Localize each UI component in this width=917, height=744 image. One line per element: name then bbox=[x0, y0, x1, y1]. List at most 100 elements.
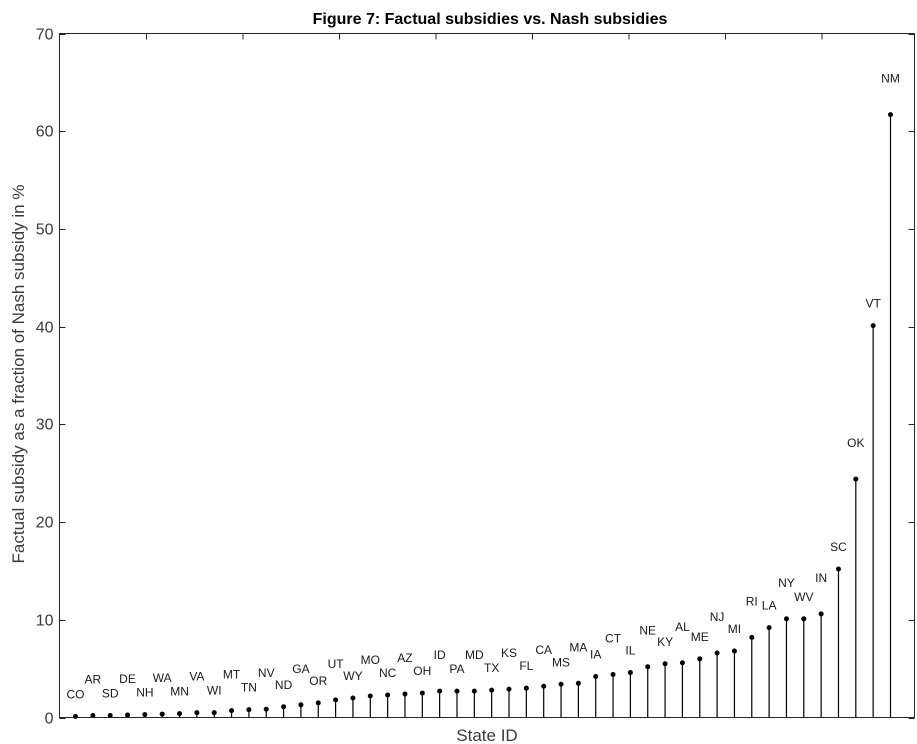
stem-marker bbox=[645, 664, 651, 670]
stem-marker bbox=[506, 686, 512, 692]
y-tick-label: 10 bbox=[36, 613, 54, 630]
state-label: CA bbox=[535, 643, 552, 657]
state-label: IA bbox=[590, 647, 601, 661]
plot-area: 010203040506070COARSDDENHWAMNVAWIMTTNNVN… bbox=[36, 27, 915, 728]
state-label: SD bbox=[102, 687, 119, 701]
state-label: OK bbox=[847, 436, 864, 450]
state-label: NH bbox=[136, 686, 153, 700]
state-label: MS bbox=[552, 655, 570, 669]
stem-marker bbox=[107, 713, 113, 719]
stem-marker bbox=[350, 695, 356, 701]
stem-marker bbox=[558, 681, 564, 687]
state-label: ME bbox=[691, 630, 709, 644]
stem-marker bbox=[835, 566, 841, 572]
state-label: AR bbox=[85, 673, 102, 687]
state-label: MN bbox=[170, 685, 189, 699]
state-label: RI bbox=[746, 594, 758, 608]
state-label: DE bbox=[119, 672, 136, 686]
state-label: WV bbox=[794, 590, 813, 604]
state-label: ID bbox=[434, 648, 446, 662]
y-tick-label: 50 bbox=[36, 222, 54, 239]
stem-marker bbox=[402, 691, 408, 697]
stem-marker bbox=[159, 711, 165, 717]
state-label: NE bbox=[639, 624, 656, 638]
state-label: NV bbox=[258, 666, 275, 680]
stem-marker bbox=[853, 476, 859, 482]
state-label: NY bbox=[778, 576, 795, 590]
x-axis-label: State ID bbox=[456, 726, 517, 744]
state-label: WY bbox=[343, 669, 362, 683]
state-label: IL bbox=[625, 644, 635, 658]
stem-marker bbox=[870, 323, 876, 329]
state-label: MT bbox=[223, 668, 241, 682]
state-label: TX bbox=[484, 661, 499, 675]
stem-marker bbox=[523, 685, 529, 691]
stem-marker bbox=[888, 112, 893, 118]
stem-marker bbox=[766, 625, 772, 631]
stem-marker bbox=[749, 634, 755, 640]
state-label: AZ bbox=[397, 651, 412, 665]
y-tick-label: 40 bbox=[36, 320, 54, 337]
stem-marker bbox=[263, 706, 269, 712]
stem-marker bbox=[610, 672, 616, 678]
state-label: TN bbox=[241, 681, 257, 695]
stem-marker bbox=[142, 712, 148, 718]
stem-marker bbox=[801, 616, 807, 622]
state-label: MI bbox=[728, 622, 741, 636]
y-tick-label: 60 bbox=[36, 124, 54, 141]
state-label: IN bbox=[815, 571, 827, 585]
state-label: VT bbox=[865, 297, 881, 311]
state-label: NC bbox=[379, 666, 397, 680]
stem-marker bbox=[541, 683, 547, 689]
state-label: UT bbox=[328, 657, 345, 671]
stem-marker bbox=[714, 650, 720, 656]
state-label: CO bbox=[67, 688, 85, 702]
stem-marker bbox=[783, 616, 789, 622]
state-label: SC bbox=[830, 540, 847, 554]
stem-marker bbox=[177, 711, 183, 717]
state-label: WI bbox=[207, 684, 222, 698]
stem-marker bbox=[385, 692, 391, 698]
y-tick-label: 0 bbox=[45, 711, 54, 728]
stem-marker bbox=[315, 700, 321, 706]
state-label: OH bbox=[413, 664, 431, 678]
y-tick-label: 70 bbox=[36, 27, 54, 44]
state-label: ND bbox=[275, 678, 293, 692]
stem-marker bbox=[437, 688, 443, 694]
y-tick-label: 30 bbox=[36, 417, 54, 434]
chart-title: Figure 7: Factual subsidies vs. Nash sub… bbox=[313, 11, 668, 28]
state-label: PA bbox=[449, 662, 464, 676]
state-label: KY bbox=[657, 635, 673, 649]
stem-marker bbox=[818, 611, 824, 617]
stem-marker bbox=[73, 714, 78, 720]
stem-marker bbox=[679, 660, 685, 666]
stem-marker bbox=[627, 670, 633, 676]
stem-marker bbox=[593, 673, 599, 679]
plot-frame bbox=[59, 33, 915, 718]
stem-marker bbox=[125, 712, 131, 718]
stem-marker bbox=[489, 687, 495, 693]
stem-marker bbox=[454, 688, 460, 694]
state-label: MD bbox=[465, 648, 484, 662]
state-label: NJ bbox=[710, 610, 725, 624]
stem-marker bbox=[333, 697, 339, 703]
stem-marker bbox=[575, 680, 581, 686]
state-label: MO bbox=[361, 653, 380, 667]
stem-marker bbox=[697, 656, 703, 662]
stem-marker bbox=[471, 688, 477, 694]
stem-marker bbox=[90, 713, 96, 719]
state-label: LA bbox=[762, 599, 777, 613]
state-label: NM bbox=[881, 72, 900, 86]
state-label: AL bbox=[675, 620, 690, 634]
stem-marker bbox=[229, 708, 235, 714]
stem-marker bbox=[281, 704, 287, 710]
stem-marker bbox=[662, 661, 668, 667]
state-label: MA bbox=[569, 640, 587, 654]
stem-marker bbox=[367, 693, 373, 699]
stem-marker bbox=[419, 690, 425, 696]
stem-marker bbox=[731, 648, 737, 654]
y-axis-label: Factual subsidy as a fraction of Nash su… bbox=[9, 185, 28, 564]
state-label: GA bbox=[292, 662, 309, 676]
stem-marker bbox=[194, 710, 200, 716]
